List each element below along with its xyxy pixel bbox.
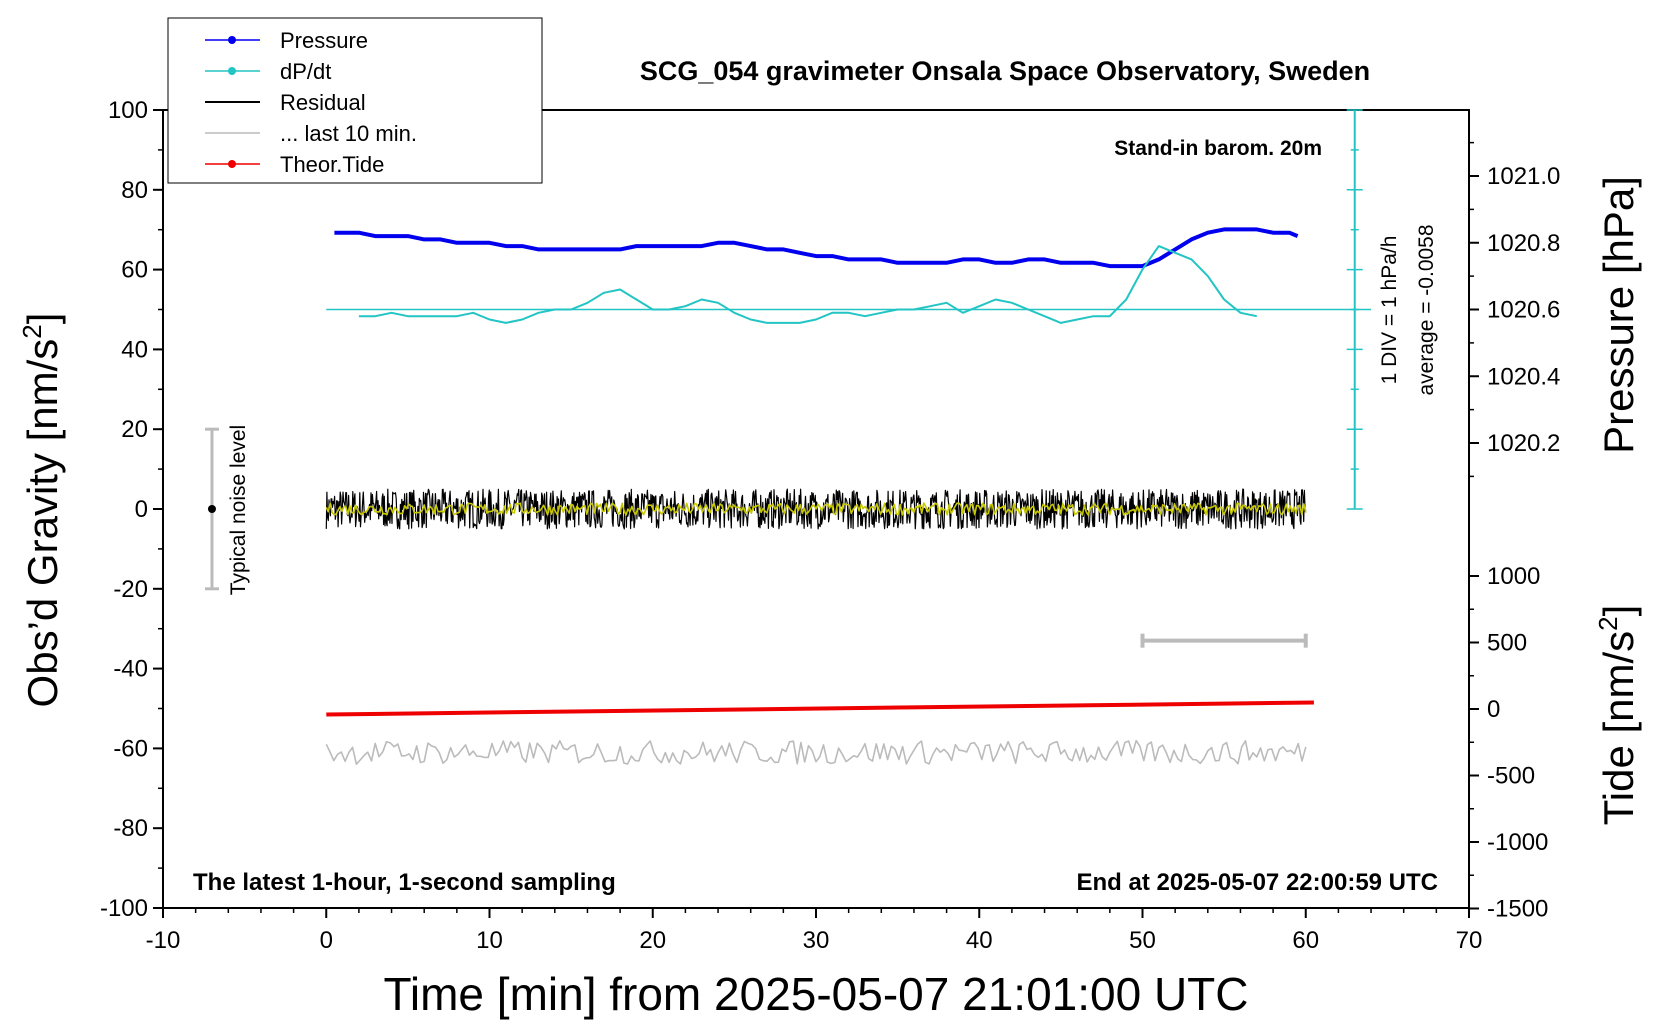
div-note: 1 DIV = 1 hPa/h — [1378, 236, 1401, 385]
y-tide-tail: ] — [1595, 605, 1642, 617]
y-left-tick-label: 40 — [121, 336, 148, 363]
legend-label: ... last 10 min. — [280, 121, 417, 146]
legend-label: Residual — [280, 90, 366, 115]
series-dp-dt — [358, 245, 1258, 324]
noise-note: Typical noise level — [227, 425, 250, 595]
y-tide-tick-label: 1000 — [1487, 563, 1540, 590]
y-pressure-tick-label: 1020.6 — [1487, 297, 1560, 324]
average-note: average = -0.0058 — [1415, 224, 1438, 395]
y-axis-label-tide: Tide [nm/s2] — [1593, 605, 1642, 826]
y-axis-label-pressure: Pressure [hPa] — [1595, 176, 1642, 454]
x-tick-label: 40 — [966, 927, 993, 954]
y-pressure-tick-label: 1021.0 — [1487, 163, 1560, 190]
legend-label: Pressure — [280, 28, 368, 53]
y-pressure-tick-label: 1020.2 — [1487, 430, 1560, 457]
y-left-tick-label: 80 — [121, 177, 148, 204]
series--last-min- — [325, 739, 1307, 766]
y-tide-tick-label: 0 — [1487, 696, 1500, 723]
y-left-tail: ] — [19, 313, 66, 325]
x-axis-label: Time [min] from 2025-05-07 21:01:00 UTC — [384, 968, 1249, 1020]
y-pressure-tick-label: 1020.8 — [1487, 230, 1560, 257]
y-pressure-tick-label: 1020.4 — [1487, 363, 1560, 390]
y-left-tick-label: -100 — [100, 895, 148, 922]
x-tick-label: 30 — [803, 927, 830, 954]
y-tide-tick-label: -500 — [1487, 763, 1535, 790]
x-tick-label: 10 — [476, 927, 503, 954]
legend-entry: Pressure — [205, 28, 368, 53]
legend-box — [167, 17, 543, 184]
x-tick-label: 60 — [1292, 927, 1319, 954]
footer-left: The latest 1-hour, 1-second sampling — [193, 869, 616, 896]
series-pressure — [334, 227, 1299, 269]
y-left-tick-label: 60 — [121, 257, 148, 284]
legend-marker — [228, 67, 236, 75]
x-tick-label: 20 — [639, 927, 666, 954]
y-left-superscript: 2 — [17, 324, 47, 338]
footer-right: End at 2025-05-07 22:00:59 UTC — [1077, 869, 1439, 896]
y-tide-tick-label: -1500 — [1487, 896, 1548, 923]
legend: Pressure dP/dt Residual ... last 10 min. The… — [167, 17, 543, 184]
y-left-tick-label: -40 — [113, 656, 148, 683]
y-tide-tick-label: -1000 — [1487, 829, 1548, 856]
legend-entry: dP/dt — [205, 59, 331, 84]
legend-label: dP/dt — [280, 59, 331, 84]
y-left-tick-label: -20 — [113, 576, 148, 603]
legend-label: Theor.Tide — [280, 152, 384, 177]
series-residual-smoothed- — [325, 502, 1307, 516]
barometer-note: Stand-in barom. 20m — [1114, 137, 1322, 160]
legend-marker — [228, 36, 236, 44]
x-tick-label: 50 — [1129, 927, 1156, 954]
y-axis-label-left: Obs’d Gravity [nm/s2] — [17, 313, 66, 708]
legend-marker — [228, 160, 236, 168]
chart-title: SCG_054 gravimeter Onsala Space Observat… — [640, 56, 1370, 86]
y-left-tick-label: 100 — [108, 97, 148, 124]
series-theor-tide — [326, 700, 1314, 717]
legend-entry: ... last 10 min. — [205, 121, 417, 146]
y-left-tick-label: 0 — [135, 496, 148, 523]
legend-entry: Theor.Tide — [205, 152, 384, 177]
y-tide-superscript: 2 — [1593, 616, 1623, 630]
x-tick-label: 0 — [320, 927, 333, 954]
legend-entry: Residual — [205, 90, 366, 115]
noise-bar-center — [207, 505, 216, 513]
y-left-tick-label: -60 — [113, 735, 148, 762]
y-left-tick-label: 20 — [121, 416, 148, 443]
y-left-tick-label: -80 — [113, 815, 148, 842]
x-tick-label: -10 — [146, 927, 181, 954]
x-tick-label: 70 — [1456, 927, 1483, 954]
y-tide-tick-label: 500 — [1487, 630, 1527, 657]
